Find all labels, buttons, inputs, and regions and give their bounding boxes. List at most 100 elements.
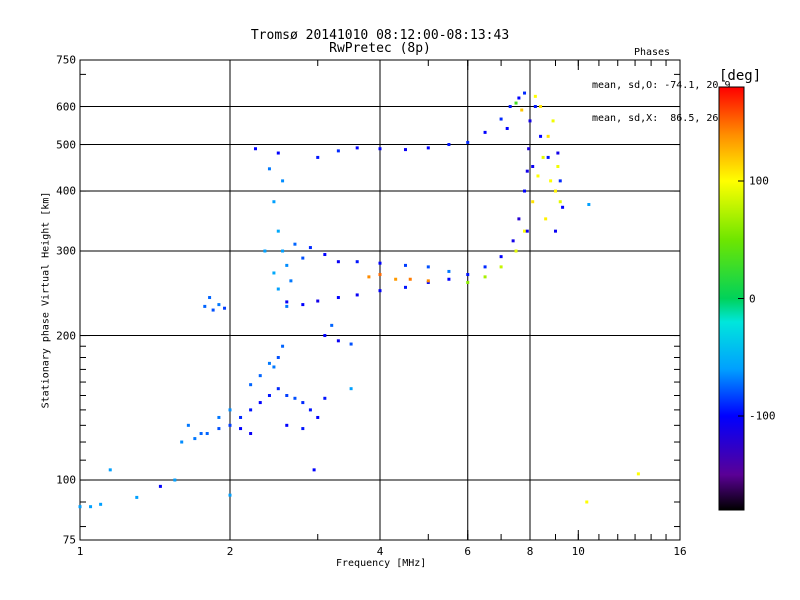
data-point (330, 323, 334, 327)
chart-title: Tromsø 20141010 08:12:00-08:13:43 (250, 28, 510, 43)
data-point (312, 468, 316, 472)
data-point (499, 255, 503, 259)
data-point (426, 265, 430, 269)
data-point (378, 261, 382, 265)
y-axis-label: Stationary phase Virtual Height [km] (40, 191, 52, 409)
data-point (228, 423, 232, 427)
data-point (285, 394, 289, 398)
data-point (533, 94, 537, 98)
data-point (466, 140, 470, 144)
data-point (180, 440, 184, 444)
data-point (258, 374, 262, 378)
data-point (355, 293, 359, 297)
data-point (276, 287, 280, 291)
data-point (556, 164, 560, 168)
data-point (511, 239, 515, 243)
data-point (239, 415, 243, 419)
data-point (285, 300, 289, 304)
data-point (394, 277, 398, 281)
data-point (466, 273, 470, 277)
data-point (336, 339, 340, 343)
data-point (249, 432, 253, 436)
data-point (367, 275, 371, 279)
data-point (426, 280, 430, 284)
data-point (308, 246, 312, 250)
data-point (276, 355, 280, 359)
data-point (267, 361, 271, 365)
data-point (517, 217, 521, 221)
x-tick-label: 6 (464, 545, 472, 558)
y-tick-label: 300 (56, 244, 76, 258)
data-point (531, 200, 535, 204)
data-point (267, 167, 271, 171)
data-point (531, 164, 535, 168)
data-point (355, 146, 359, 150)
data-point (499, 117, 503, 121)
data-point (272, 365, 276, 369)
data-point (281, 344, 285, 348)
data-point (193, 437, 197, 441)
data-point (285, 263, 289, 267)
data-point (308, 408, 312, 412)
data-point (587, 202, 591, 206)
data-point (239, 427, 243, 431)
data-point (561, 205, 565, 209)
data-point (336, 149, 340, 153)
data-point (520, 108, 524, 112)
data-point (483, 265, 487, 269)
data-point (403, 148, 407, 152)
data-point (323, 334, 327, 338)
data-point (523, 189, 527, 193)
data-point (447, 143, 451, 147)
x-tick-label: 8 (526, 545, 534, 558)
data-point (426, 146, 430, 150)
data-point (544, 217, 548, 221)
data-point (556, 151, 560, 155)
data-point (523, 229, 527, 233)
data-point (546, 155, 550, 159)
data-point (173, 478, 177, 482)
data-point (89, 505, 93, 509)
chart-subtitle: RwPretec (8p) (329, 41, 431, 56)
data-point (355, 260, 359, 264)
y-tick-label: 500 (56, 138, 76, 152)
data-point (276, 229, 280, 233)
data-point (267, 394, 271, 398)
data-point (249, 408, 253, 412)
data-point (528, 119, 532, 123)
data-point (349, 342, 353, 346)
x-tick-label: 16 (673, 545, 687, 558)
data-point (217, 303, 221, 307)
data-point (253, 147, 257, 151)
y-tick-label: 400 (56, 184, 76, 198)
colorbar-unit-label: [deg] (719, 68, 762, 84)
data-point (285, 304, 289, 308)
y-tick-label: 200 (56, 329, 76, 343)
data-point (223, 306, 227, 310)
data-point (505, 126, 509, 130)
data-point (403, 263, 407, 267)
data-point (249, 383, 253, 387)
data-point (158, 484, 162, 488)
data-point (336, 296, 340, 300)
colorbar-tick-label: 100 (749, 174, 769, 188)
data-point (301, 256, 305, 260)
data-point (228, 493, 232, 497)
data-point (546, 134, 550, 138)
data-point (541, 155, 545, 159)
colorbar-tick-label: 0 (749, 292, 756, 305)
data-point (316, 299, 320, 303)
data-point (349, 387, 353, 391)
y-tick-label: 600 (56, 100, 76, 114)
data-point (208, 296, 212, 300)
data-point (301, 427, 305, 431)
data-point (514, 101, 518, 105)
data-point (272, 200, 276, 204)
y-tick-label: 750 (56, 53, 76, 67)
data-point (316, 415, 320, 419)
data-point (536, 174, 540, 178)
data-point (508, 105, 512, 109)
data-point (336, 260, 340, 264)
data-point (539, 105, 543, 109)
